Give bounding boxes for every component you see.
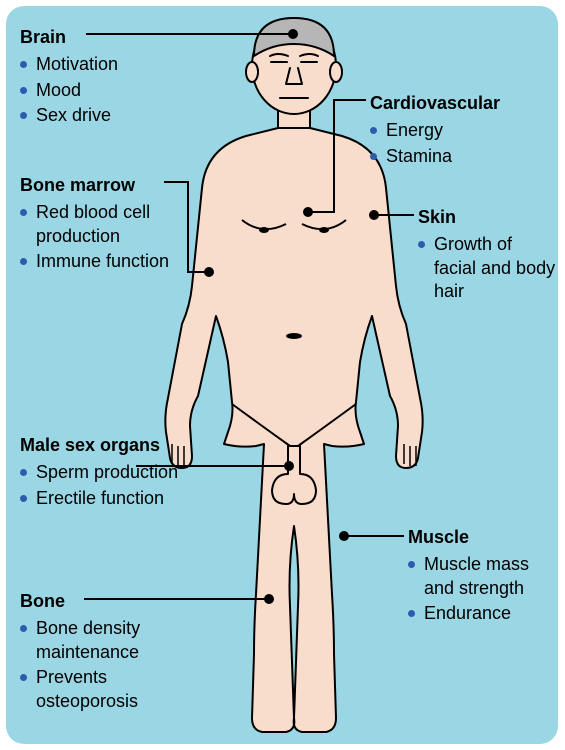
label-title: Bone: [20, 590, 190, 613]
label-cardiovascular: Cardiovascular Energy Stamina: [370, 92, 550, 170]
label-item: Sperm production: [20, 461, 180, 484]
label-item-list: Energy Stamina: [370, 119, 550, 168]
label-item: Muscle mass and strength: [408, 553, 558, 600]
label-title: Cardiovascular: [370, 92, 550, 115]
label-title: Brain: [20, 26, 170, 49]
label-item: Bone density maintenance: [20, 617, 190, 664]
label-title: Bone marrow: [20, 174, 190, 197]
label-item: Motivation: [20, 53, 170, 76]
label-title: Skin: [418, 206, 558, 229]
label-title: Male sex organs: [20, 434, 180, 457]
label-item: Stamina: [370, 145, 550, 168]
label-bone-marrow: Bone marrow Red blood cell productionImmu…: [20, 174, 190, 276]
label-item-list: Motivation MoodSex drive: [20, 53, 170, 127]
label-muscle: Muscle Muscle mass and strengthEndurance: [408, 526, 558, 628]
label-item: Prevents osteoporosis: [20, 666, 190, 713]
label-bone: Bone Bone density maintenancePrevents ost…: [20, 590, 190, 715]
label-brain: Brain Motivation MoodSex drive: [20, 26, 170, 130]
label-item-list: Red blood cell productionImmune function: [20, 201, 190, 273]
label-item: Red blood cell production: [20, 201, 190, 248]
label-item: Growth of facial and body hair: [418, 233, 558, 303]
diagram-frame: Brain Motivation MoodSex drive Cardiovascul…: [0, 0, 565, 750]
label-male-sex-organs: Male sex organs Sperm production Erectile …: [20, 434, 180, 512]
label-item: Mood: [20, 79, 170, 102]
label-item: Sex drive: [20, 104, 170, 127]
label-item-list: Sperm production Erectile function: [20, 461, 180, 510]
label-item-list: Bone density maintenancePrevents osteopo…: [20, 617, 190, 713]
label-item: Endurance: [408, 602, 558, 625]
label-skin: Skin Growth of facial and body hair: [418, 206, 558, 306]
label-item: Erectile function: [20, 487, 180, 510]
diagram-panel: Brain Motivation MoodSex drive Cardiovascul…: [6, 6, 558, 744]
label-item: Immune function: [20, 250, 190, 273]
label-item: Energy: [370, 119, 550, 142]
label-title: Muscle: [408, 526, 558, 549]
label-item-list: Muscle mass and strengthEndurance: [408, 553, 558, 625]
label-item-list: Growth of facial and body hair: [418, 233, 558, 303]
